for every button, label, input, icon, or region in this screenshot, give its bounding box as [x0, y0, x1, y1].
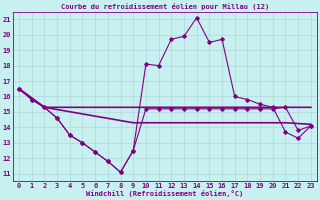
Title: Courbe du refroidissement éolien pour Millau (12): Courbe du refroidissement éolien pour Mi… — [61, 3, 269, 10]
X-axis label: Windchill (Refroidissement éolien,°C): Windchill (Refroidissement éolien,°C) — [86, 190, 244, 197]
